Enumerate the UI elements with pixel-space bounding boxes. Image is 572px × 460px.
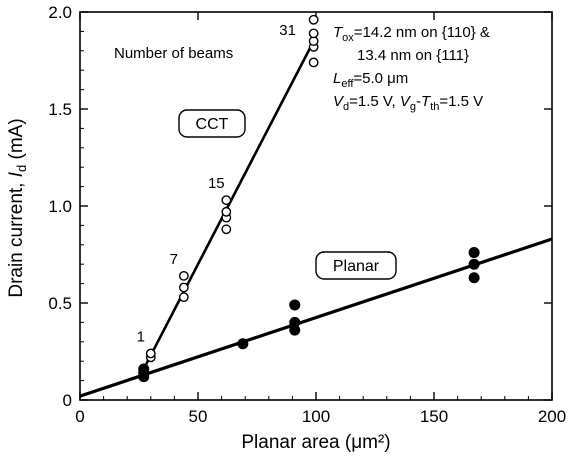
data-point-cct [308,28,319,39]
data-point-planar [237,338,249,350]
data-point-cct [221,224,232,235]
data-point-cct [308,14,319,25]
series-label-cct: CCT [178,109,246,138]
data-point-planar [468,272,480,284]
y-axis-title-sub: d [14,165,29,172]
axes [79,11,553,401]
beam-count-label: 31 [279,22,296,39]
data-point-cct [221,195,232,206]
data-point-planar [468,247,480,259]
fit-line-cct [142,40,315,370]
x-tick-label: 200 [538,407,566,426]
beam-count-labels: 1 7 15 31 [137,22,296,346]
series-label-cct-text: CCT [196,116,229,133]
beam-count-label: 7 [170,251,178,268]
plot-frame [79,11,553,401]
y-axis-title-part2: (mA) [6,118,27,164]
beams-heading: Number of beams [114,45,233,62]
data-point-cct [221,206,232,217]
x-tick-label: 0 [75,407,84,426]
series-label-planar-box [315,251,397,280]
conditions-tox: Tox=14.2 nm on {110} & [333,24,490,44]
y-tick-label: 0 [63,391,72,410]
data-point-cct [178,282,189,293]
data-point-planar [138,363,150,375]
x-tick-label: 100 [302,407,330,426]
x-axis-title: Planar area (μm²) [241,432,390,453]
conditions-tox2: 13.4 nm on {111} [357,47,469,64]
conditions-bias: Vd=1.5 V, Vg-Tth=1.5 V [333,93,483,113]
data-point-planar [468,258,480,270]
data-point-cct [178,270,189,281]
x-tick-label: 50 [189,407,208,426]
y-axis-title-sym: I [6,171,27,177]
conditions-leff: Leff=5.0 μm [333,70,408,90]
series-label-planar-text: Planar [333,258,380,275]
data-point-cct [178,292,189,303]
ticks: 0 50 100 150 200 0 0.5 1.0 1.5 2.0 [48,3,566,426]
y-tick-label: 1.0 [48,197,72,216]
beam-count-label: 15 [208,175,225,192]
y-axis-title: Drain current, Id (mA) [6,118,29,297]
y-tick-label: 2.0 [48,3,72,22]
labels: Planar area (μm²) Drain current, Id (mA)… [6,22,490,453]
series-label-planar: Planar [315,251,397,280]
markers [138,14,480,383]
data-point-planar [289,316,301,328]
y-axis-title-part1: Drain current, [6,177,27,297]
data-point-planar [289,299,301,311]
beam-count-label: 1 [137,328,145,345]
x-tick-label: 150 [420,407,448,426]
data-point-cct [308,57,319,68]
y-tick-label: 0.5 [48,294,72,313]
y-tick-label: 1.5 [48,100,72,119]
data-point-cct [145,348,156,359]
series-label-cct-box [178,109,246,138]
